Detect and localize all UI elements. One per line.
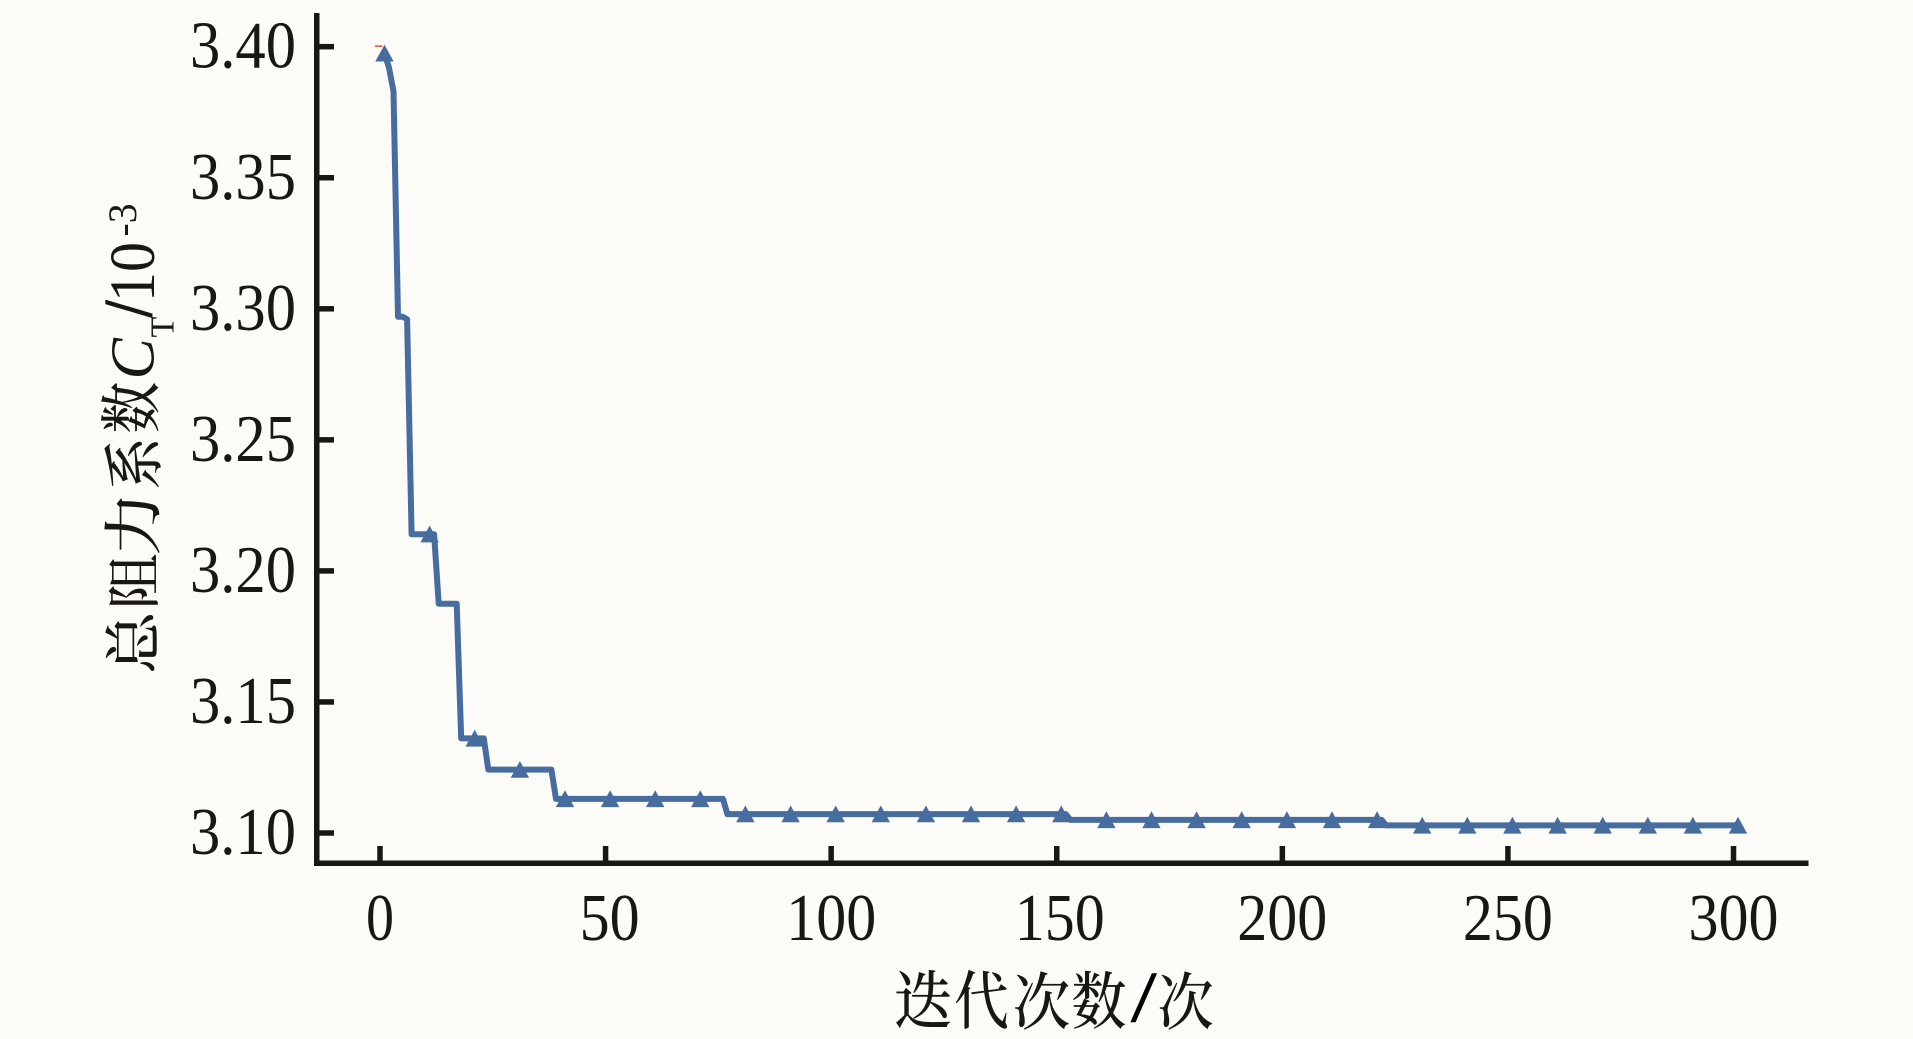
svg-text:300: 300 [1689, 881, 1779, 955]
svg-text:C: C [100, 338, 168, 380]
svg-text:-3: -3 [100, 204, 145, 237]
svg-text:250: 250 [1463, 881, 1553, 955]
svg-text:3.30: 3.30 [190, 271, 296, 345]
svg-text:3.20: 3.20 [190, 533, 296, 607]
svg-text:3.40: 3.40 [190, 9, 296, 83]
svg-text:150: 150 [1015, 881, 1105, 955]
svg-text:3.25: 3.25 [190, 402, 296, 476]
svg-text:3.35: 3.35 [190, 140, 296, 214]
svg-text:100: 100 [786, 881, 876, 955]
svg-text:0: 0 [366, 881, 394, 955]
svg-text:200: 200 [1237, 881, 1327, 955]
svg-text:50: 50 [580, 881, 640, 955]
svg-text:T: T [145, 317, 182, 338]
svg-text:3.15: 3.15 [190, 664, 296, 738]
svg-text:3.10: 3.10 [190, 795, 296, 869]
svg-text:10: 10 [97, 242, 169, 302]
